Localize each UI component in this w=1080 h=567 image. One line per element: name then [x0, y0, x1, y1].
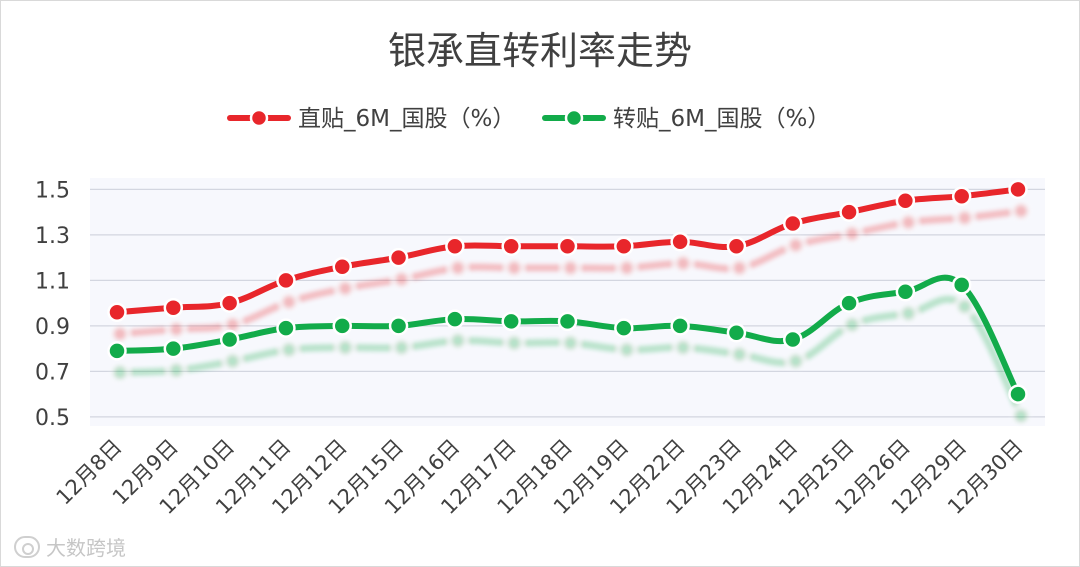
shadow-point [617, 258, 637, 278]
watermark: 大数跨境 [14, 532, 126, 561]
legend-swatch-marker [249, 108, 269, 128]
data-point [614, 318, 634, 338]
data-point [219, 329, 240, 350]
shadow-point [166, 360, 187, 381]
shadow-point [786, 351, 806, 371]
data-point [163, 338, 184, 359]
shadow-point [729, 258, 750, 278]
shadow-point [560, 258, 581, 278]
data-point [1008, 384, 1028, 404]
data-point [839, 202, 859, 222]
shadow-point [673, 253, 693, 274]
data-point [951, 186, 972, 206]
legend-label: 转贴_6M_国股（%） [613, 106, 830, 132]
data-point [388, 247, 409, 268]
data-point [783, 329, 803, 350]
shadow-point [279, 340, 299, 360]
data-point [1008, 179, 1028, 200]
data-point [107, 341, 127, 361]
y-tick-label: 1.5 [35, 178, 70, 203]
data-point [670, 231, 690, 252]
data-point [332, 256, 352, 277]
shadow-point [898, 303, 919, 324]
y-tick-label: 0.9 [35, 315, 70, 340]
shadow-point [560, 333, 581, 353]
series-line [114, 274, 1021, 398]
data-point [614, 236, 634, 257]
shadow-point [391, 337, 412, 358]
shadow-point [954, 208, 975, 228]
shadow-point [954, 296, 975, 317]
shadow-point [110, 362, 130, 383]
y-tick-label: 0.5 [35, 406, 70, 431]
shadow-point [504, 258, 524, 278]
data-point [388, 316, 409, 336]
series-2 [107, 274, 1028, 404]
legend-swatch-marker [564, 108, 584, 128]
data-point [107, 302, 127, 322]
y-tick-label: 1.3 [35, 224, 70, 249]
chart-title: 银承直转利率走势 [387, 29, 692, 73]
watermark-logo-icon [14, 535, 40, 558]
shadow-point [1011, 406, 1031, 426]
shadow-point [1011, 201, 1031, 221]
shadow-point [335, 278, 355, 299]
data-point [445, 236, 465, 257]
data-point [726, 322, 747, 343]
shadow-point [391, 269, 412, 289]
data-point [557, 236, 578, 257]
y-tick-label: 1.1 [35, 269, 70, 294]
watermark-text: 大数跨境 [46, 536, 126, 560]
shadow-point [842, 315, 862, 335]
shadow-point [222, 351, 243, 371]
shadow-point [279, 292, 299, 312]
legend-label: 直贴_6M_国股（%） [298, 106, 515, 132]
data-point [951, 275, 972, 295]
y-axis: 0.5 0.7 0.9 1.1 1.3 1.5 [35, 178, 70, 431]
data-point [670, 316, 690, 336]
shadow-point [617, 340, 637, 360]
data-point [783, 213, 803, 234]
shadow-point [448, 258, 468, 278]
data-point [163, 297, 184, 318]
shadow-point [448, 330, 468, 351]
shadow-point [166, 319, 187, 340]
data-point [839, 293, 859, 313]
shadow-point [898, 212, 919, 233]
series-group [107, 179, 1031, 426]
shadow-point [504, 333, 524, 353]
data-point [276, 270, 296, 291]
data-point [501, 236, 521, 257]
shadow-point [673, 337, 693, 358]
series-shadow-line [116, 295, 1025, 420]
shadow-point [786, 235, 806, 255]
data-point [445, 309, 465, 329]
data-point [332, 316, 352, 336]
series-shadow-1 [110, 201, 1031, 344]
shadow-point [110, 324, 130, 344]
x-axis: 12月8日12月9日12月10日12月11日12月12日12月15日12月16日… [52, 435, 1028, 519]
shadow-point [335, 337, 355, 358]
y-tick-label: 0.7 [35, 360, 70, 385]
data-point [219, 293, 240, 313]
data-point [895, 191, 916, 211]
shadow-point [729, 344, 750, 365]
series-shadow-2 [110, 295, 1031, 426]
plot-area [90, 178, 1045, 426]
series-1 [107, 179, 1028, 322]
data-point [276, 318, 296, 338]
shadow-point [842, 223, 862, 244]
data-point [501, 311, 521, 332]
data-point [557, 311, 578, 332]
data-point [895, 282, 916, 302]
data-point [726, 236, 747, 257]
legend: 直贴_6M_国股（%） 转贴_6M_国股（%） [227, 106, 830, 132]
